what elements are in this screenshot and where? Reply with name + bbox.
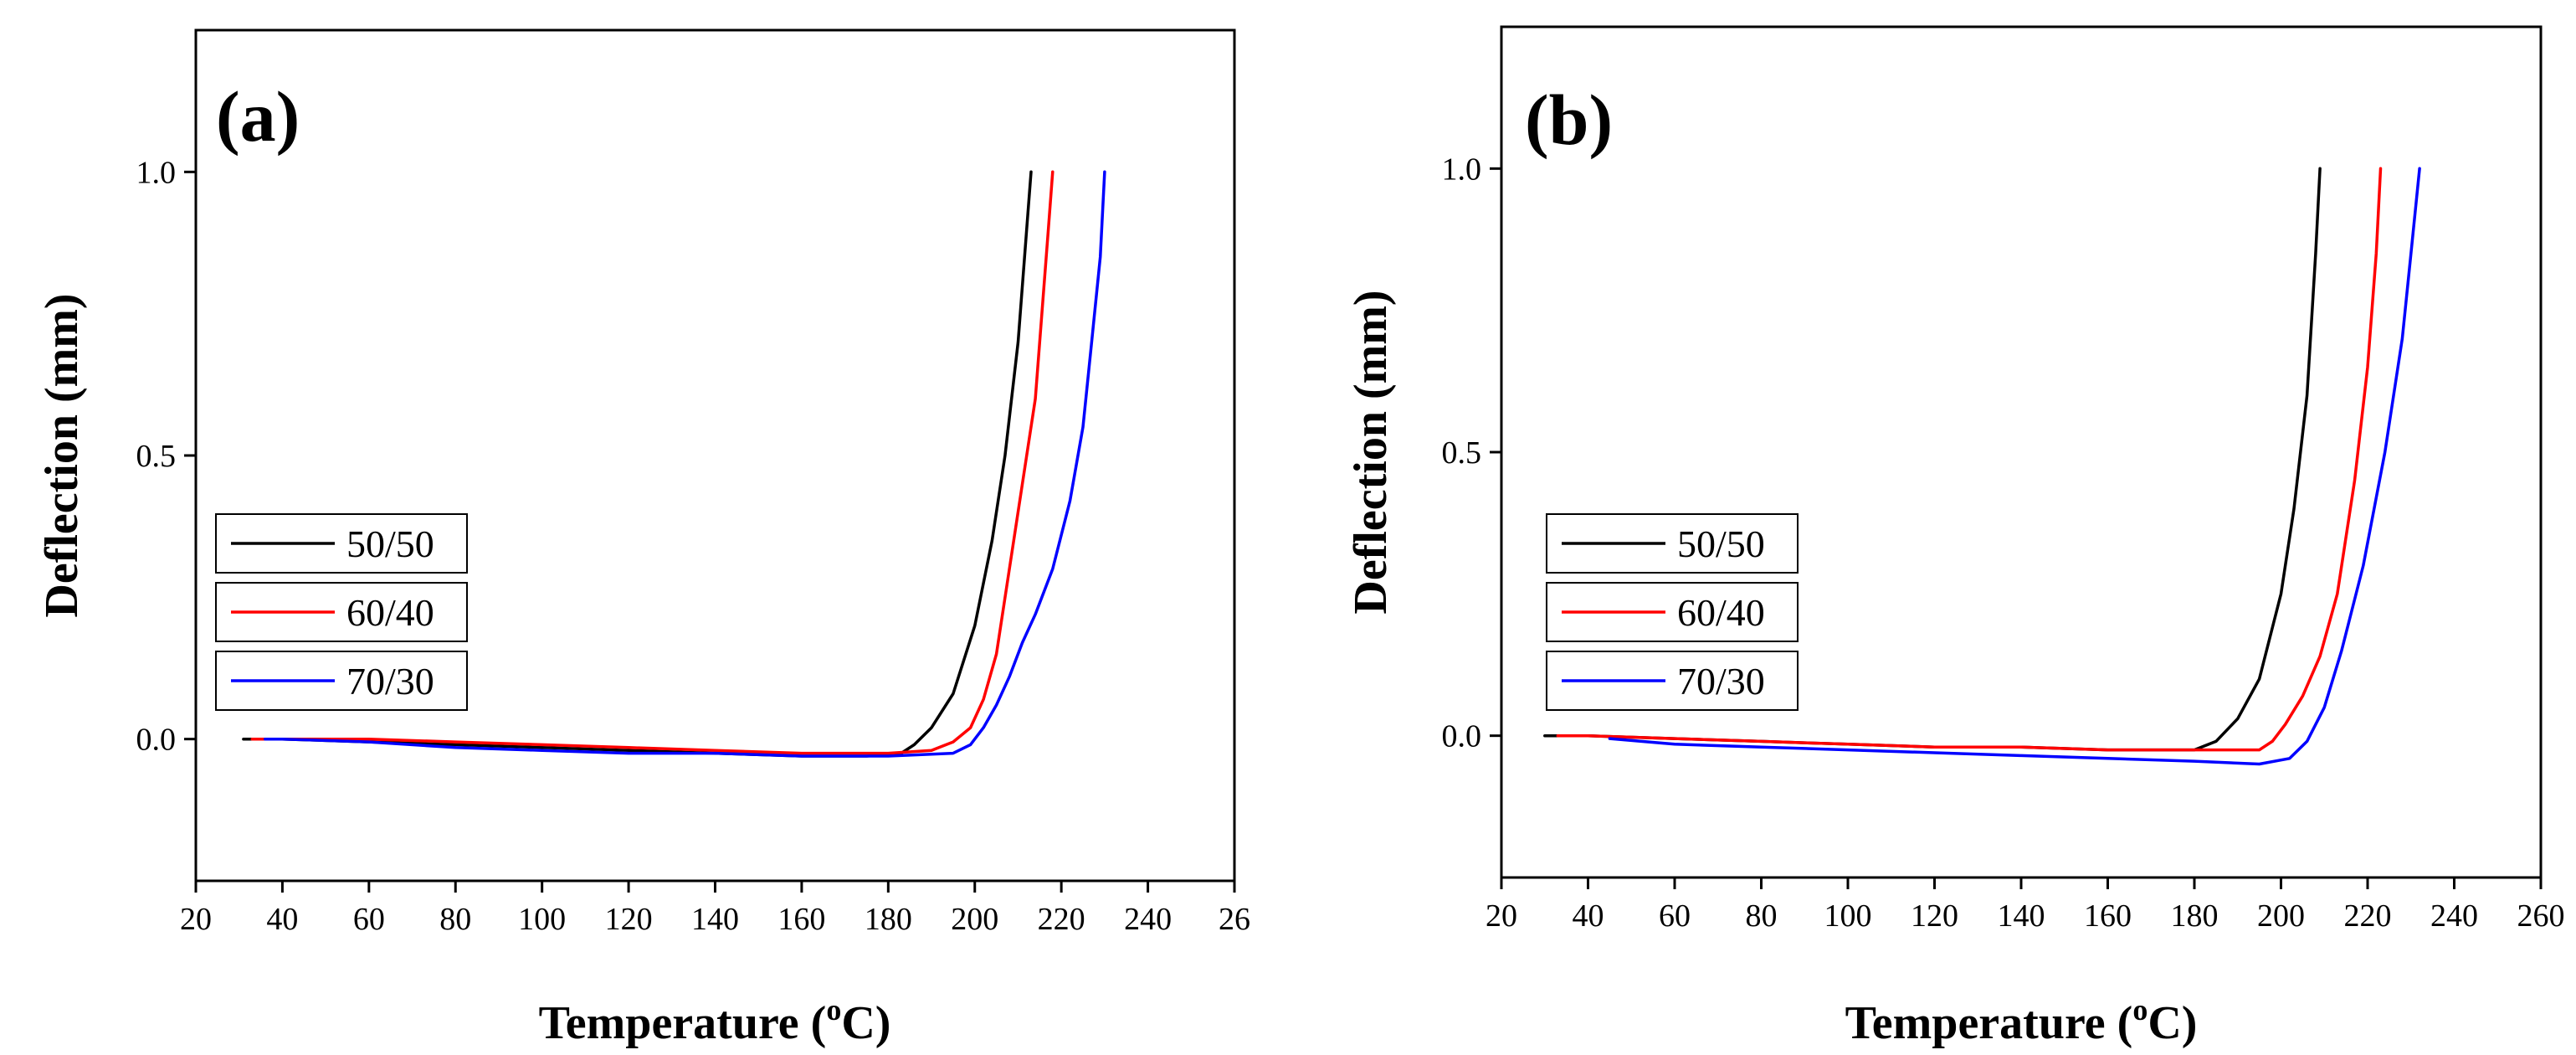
series-line-60-40: [250, 170, 1055, 755]
x-tick-label: 80: [1746, 898, 1778, 934]
x-tick-label: 120: [1911, 898, 1958, 934]
y-axis-title: Deflection (mm): [36, 293, 88, 617]
x-tick-label: 160: [777, 902, 825, 937]
legend-label-50-50: 50/50: [1677, 522, 1765, 565]
series-lines: [1543, 167, 2421, 766]
x-tick-label: 160: [2084, 898, 2132, 934]
legend-label-70-30: 70/30: [1677, 660, 1765, 702]
y-tick-label: 0.0: [136, 723, 177, 758]
x-tick-label: 140: [691, 902, 739, 937]
y-axis-ticks: 0.0 0.5 1.0: [1442, 152, 1501, 754]
legend: 50/50 60/40 70/30: [215, 513, 468, 711]
x-tick-label: 200: [951, 902, 998, 937]
panel-label: (a): [216, 76, 300, 157]
x-tick-label: 140: [1998, 898, 2045, 934]
x-tick-label: 100: [518, 902, 566, 937]
x-tick-label: 20: [1486, 898, 1517, 934]
y-tick-label: 1.0: [136, 155, 177, 190]
x-tick-label: 200: [2257, 898, 2305, 934]
y-tick-label: 1.0: [1442, 152, 1482, 187]
series-line-70-30: [1608, 167, 2421, 766]
y-axis-title: Deflection (mm): [1345, 290, 1397, 614]
x-tick-label: 220: [1038, 902, 1085, 937]
x-tick-label: 180: [865, 902, 912, 937]
x-tick-label: 240: [2430, 898, 2478, 934]
y-axis-ticks: 0.0 0.5 1.0: [136, 155, 196, 758]
y-tick-label: 0.5: [136, 439, 177, 474]
x-tick-label: 100: [1824, 898, 1872, 934]
x-axis-title: Temperature (oC): [539, 993, 891, 1049]
y-tick-label: 0.0: [1442, 719, 1482, 754]
legend-label-70-30: 70/30: [346, 660, 434, 702]
panel-label: (b): [1525, 80, 1613, 160]
panel-b: 20 40 60 80 100 120 140 160 180 200 220 240 260 0.00…: [1345, 25, 2565, 1049]
x-tick-label: 180: [2171, 898, 2219, 934]
x-tick-label: 260: [2517, 898, 2565, 934]
x-tick-label: 220: [2344, 898, 2392, 934]
x-axis-ticks: 20 40 60 80 100 120 140 160 180 200 220 240 26: [180, 881, 1250, 937]
x-tick-label: 40: [266, 902, 298, 937]
legend-label-50-50: 50/50: [346, 522, 434, 565]
x-axis-ticks: 20 40 60 80 100 120 140 160 180 200 220 240 260: [1486, 877, 2565, 934]
x-axis-title: Temperature (oC): [1845, 993, 2198, 1049]
x-tick-label: 240: [1124, 902, 1172, 937]
series-line-60-40: [1556, 167, 2383, 752]
x-tick-label: 80: [439, 902, 471, 937]
x-tick-label: 60: [1659, 898, 1691, 934]
degree-symbol: o: [826, 993, 841, 1027]
x-tick-label: 120: [605, 902, 653, 937]
series-lines: [242, 170, 1106, 758]
x-tick-label: 26: [1219, 902, 1250, 937]
series-line-70-30: [263, 170, 1106, 758]
y-tick-label: 0.5: [1442, 435, 1482, 471]
legend-label-60-40: 60/40: [1677, 591, 1765, 634]
x-tick-label: 20: [180, 902, 212, 937]
x-tick-label: 60: [353, 902, 385, 937]
degree-symbol: o: [2132, 993, 2148, 1027]
panel-a: 20 40 60 80 100 120 140 160 180 200 220 240 26 0.00.…: [36, 28, 1250, 1049]
x-tick-label: 40: [1573, 898, 1604, 934]
legend: 50/50 60/40 70/30: [1546, 513, 1799, 711]
legend-label-60-40: 60/40: [346, 591, 434, 634]
